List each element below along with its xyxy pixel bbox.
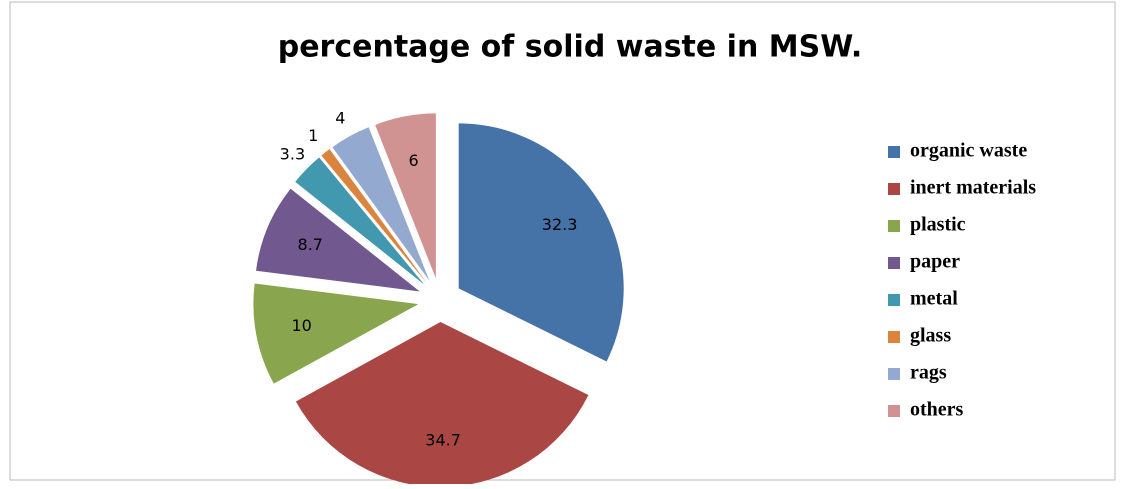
pie-slice: [256, 188, 420, 292]
legend-label: metal: [910, 288, 958, 310]
data-label: 32.3: [542, 215, 578, 234]
legend-swatch: [888, 405, 900, 417]
pie-slice: [253, 283, 419, 384]
data-label: 1: [308, 126, 318, 145]
data-label: 3.3: [280, 145, 305, 164]
legend-swatch: [888, 220, 900, 232]
legend-swatch: [888, 257, 900, 269]
pie-slice: [332, 127, 430, 281]
pie-slice: [295, 321, 589, 487]
legend-label: plastic: [910, 214, 966, 236]
legend-swatch: [888, 331, 900, 343]
data-label: 10: [292, 316, 312, 335]
pie-slice: [321, 149, 427, 283]
data-label: 8.7: [298, 235, 323, 254]
pie-slice: [375, 113, 436, 279]
pie-slice: [458, 123, 624, 362]
legend-label: organic waste: [910, 140, 1027, 162]
legend-swatch: [888, 183, 900, 195]
legend-label: paper: [910, 251, 960, 273]
legend-swatch: [888, 368, 900, 380]
pie-slice: [295, 157, 425, 285]
legend-swatch: [888, 294, 900, 306]
chart-title: percentage of solid waste in MSW.: [278, 30, 863, 65]
data-label: 4: [335, 108, 345, 127]
legend-label: glass: [910, 325, 951, 347]
legend-label: inert materials: [910, 177, 1036, 199]
legend-swatch: [888, 146, 900, 158]
legend-label: rags: [910, 362, 947, 384]
legend-label: others: [910, 399, 964, 421]
data-label: 34.7: [425, 430, 461, 449]
data-label: 6: [409, 151, 419, 170]
